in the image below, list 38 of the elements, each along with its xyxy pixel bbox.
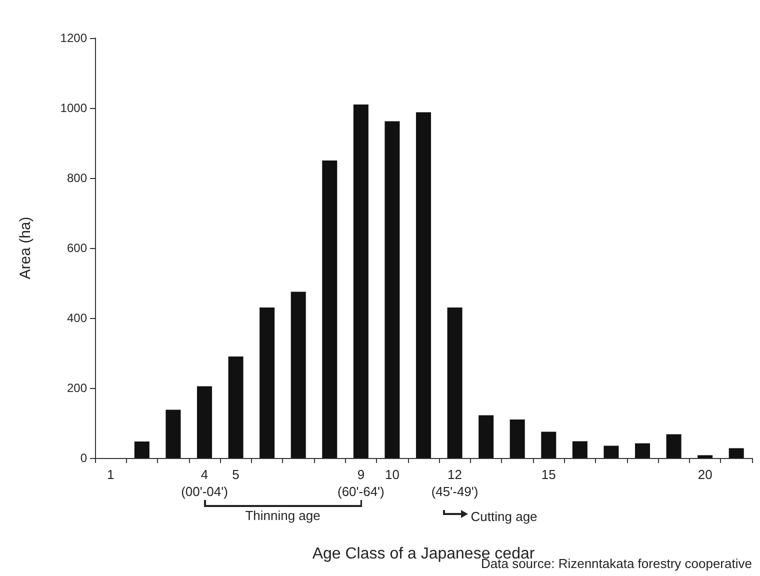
bar [322,160,338,458]
text: Thinning age [245,508,320,523]
y-tick-label: 600 [66,241,88,255]
y-tick-label: 0 [80,451,88,465]
bar [260,308,275,458]
x-tick-label: 4 (00'-04') [181,467,228,499]
bar [604,446,619,458]
y-tick-label: 200 [66,381,88,395]
bar [728,448,744,458]
x-tick-label: 1 [107,467,114,482]
x-tick-label: 12 (45'-49') [431,467,478,499]
bar [478,415,494,458]
x-tick-label: 10 [384,467,400,482]
y-tick-label: 1200 [60,31,88,45]
bar [416,112,432,458]
text: Cutting age [470,509,538,524]
bar [166,410,181,458]
bar [447,308,462,458]
y-axis-title: Area (ha) [17,216,34,280]
bar [196,386,212,458]
bar [384,121,400,458]
y-tick-label: 400 [66,311,88,325]
x-tick-label: 20 [698,467,712,482]
x-tick-label: 5 [232,467,240,482]
y-tick-label: 1000 [60,101,88,115]
bar [353,104,368,458]
bar [634,443,650,458]
x-tick-label: 9 (60'-64') [337,467,384,499]
bar [290,292,306,458]
bar [541,432,556,458]
bar [134,442,150,458]
bar [572,441,588,458]
x-tick-label: 15 [541,467,556,482]
bar [666,434,682,458]
y-tick-label: 800 [66,171,88,185]
bar [510,420,525,458]
bar [228,356,244,458]
bar [698,455,713,458]
